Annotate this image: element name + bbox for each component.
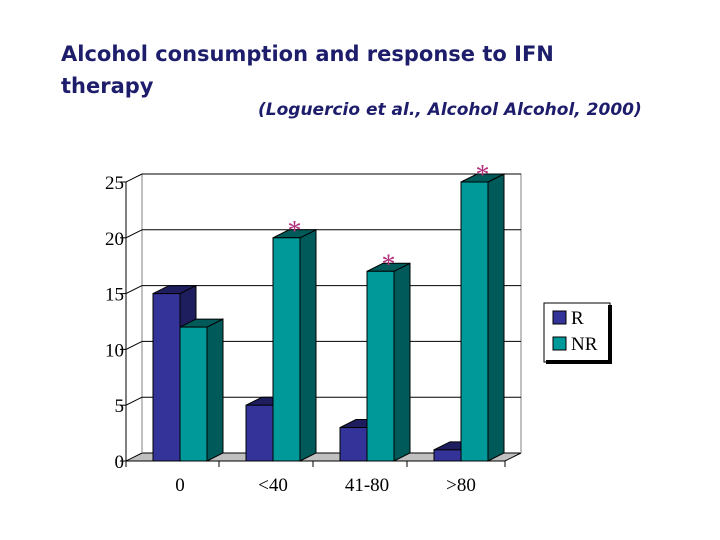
y-tick-label: 10 — [105, 340, 124, 361]
legend-shadow-right — [608, 305, 612, 364]
gridline-depth — [125, 285, 143, 295]
x-tick-label: <40 — [258, 475, 288, 496]
bar-nr-front — [179, 326, 208, 462]
legend-shadow-bottom — [546, 360, 612, 364]
gridline-depth — [125, 340, 143, 350]
bar-r-front — [433, 449, 462, 462]
bar-nr-front — [272, 237, 301, 462]
bar-nr-side — [299, 228, 317, 462]
bar-nr — [460, 173, 505, 462]
bar-r-front — [245, 404, 274, 462]
y-tick-label: 0 — [115, 452, 125, 473]
slide-title: Alcohol consumption and response to IFN … — [61, 42, 554, 98]
significance-star: * — [382, 249, 396, 280]
bar-nr-side — [393, 262, 411, 462]
x-tick-label: 41-80 — [345, 475, 389, 496]
significance-star: * — [476, 160, 490, 191]
citation: (Loguercio et al., Alcohol Alcohol, 2000… — [258, 100, 642, 120]
gridline-depth — [125, 229, 143, 239]
y-tick-label: 25 — [105, 173, 124, 194]
legend-label-nr: NR — [571, 334, 598, 355]
bar-nr-front — [460, 181, 489, 462]
x-tick-label: 0 — [175, 475, 185, 496]
bar-r-front — [152, 293, 181, 462]
y-tick-label: 20 — [105, 229, 124, 250]
gridline-depth — [125, 396, 143, 406]
bar-nr-front — [366, 270, 395, 462]
bar-nr-side — [206, 318, 224, 462]
y-tick-label: 5 — [115, 396, 125, 417]
bar-nr — [179, 318, 224, 462]
legend-swatch-nr — [552, 336, 567, 351]
legend-label-r: R — [571, 308, 584, 329]
legend: R NR — [543, 302, 612, 364]
y-tick-label: 15 — [105, 285, 124, 306]
significance-star: * — [288, 216, 302, 247]
bar-nr-side — [487, 173, 505, 462]
bar-r-front — [339, 427, 368, 462]
bar-nr — [366, 262, 411, 462]
bar-nr — [272, 228, 317, 462]
gridline-depth — [125, 173, 143, 183]
legend-swatch-r — [552, 310, 567, 325]
x-tick-label: >80 — [446, 475, 476, 496]
